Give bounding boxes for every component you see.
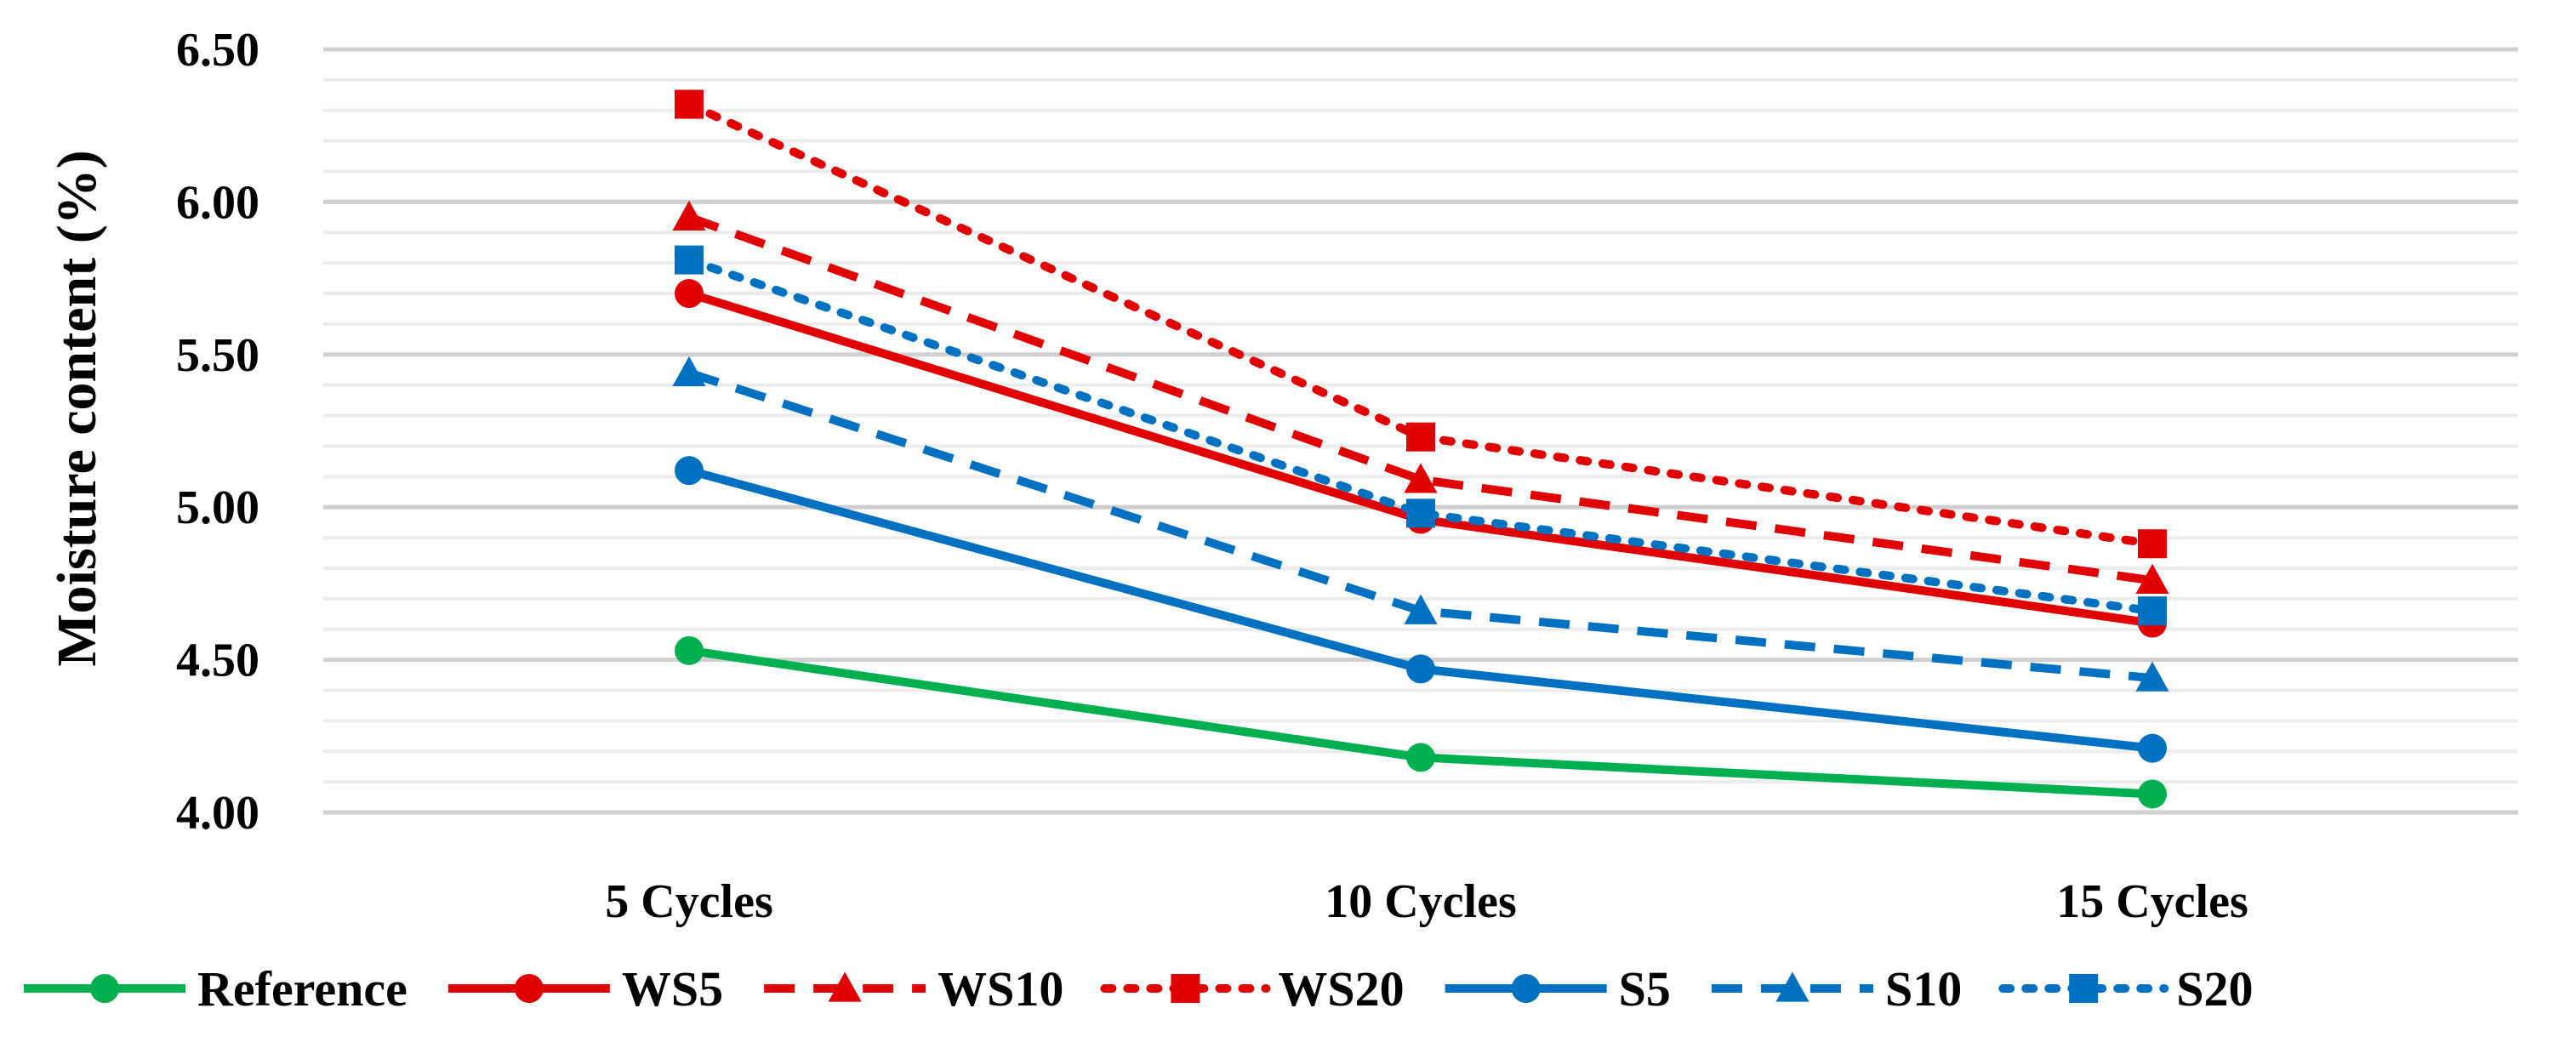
series-lines: [672, 89, 2169, 809]
x-tick-label: 5 Cycles: [605, 875, 773, 928]
legend-marker-reference: [90, 974, 119, 1003]
data-point-s20: [675, 245, 704, 275]
legend-label-reference: Reference: [197, 961, 407, 1017]
legend-label-ws20: WS20: [1278, 961, 1404, 1017]
legend-marker-ws10: [828, 971, 862, 1002]
legend-item-s5: S5: [1445, 961, 1671, 1017]
legend-marker-s10: [1775, 971, 1809, 1002]
y-tick-label: 6.50: [176, 24, 259, 77]
legend-marker-s5: [1511, 974, 1541, 1003]
series-line-ws5: [687, 289, 2153, 628]
legend-item-s20: S20: [1998, 961, 2253, 1017]
series-ws5: [675, 279, 2167, 638]
data-point-reference: [1406, 743, 1435, 772]
legend-label-ws10: WS10: [938, 961, 1063, 1017]
series-line-ws10: [687, 213, 2153, 585]
legend: Reference WS5 WS10 WS20 S5 S10 S20: [24, 961, 2253, 1017]
data-point-reference: [2138, 779, 2167, 809]
data-point-ws20: [1406, 422, 1435, 452]
legend-marker-s20: [2069, 974, 2099, 1003]
data-point-s10: [672, 356, 706, 386]
y-tick-label: 5.00: [176, 481, 259, 534]
y-tick-label: 5.50: [176, 329, 259, 382]
legend-item-s10: S10: [1711, 961, 1962, 1017]
legend-item-ws10: WS10: [764, 961, 1063, 1017]
legend-label-s20: S20: [2176, 961, 2253, 1017]
series-ws10: [672, 200, 2169, 594]
data-point-ws10: [2135, 563, 2169, 594]
y-tick-label: 4.00: [176, 787, 259, 840]
y-axis-ticks: 4.00 4.50 5.00 5.50 6.00 6.50: [176, 24, 259, 840]
data-point-s5: [2138, 733, 2167, 763]
legend-label-s10: S10: [1885, 961, 1962, 1017]
x-axis-ticks: 5 Cycles 10 Cycles 15 Cycles: [605, 875, 2248, 928]
data-point-s20: [2138, 596, 2167, 626]
x-tick-label: 15 Cycles: [2056, 875, 2248, 928]
data-point-s5: [1406, 654, 1435, 684]
x-tick-label: 10 Cycles: [1325, 875, 1517, 928]
data-point-ws20: [675, 89, 704, 119]
series-reference: [675, 635, 2167, 809]
legend-marker-ws5: [514, 974, 544, 1003]
legend-label-s5: S5: [1619, 961, 1671, 1017]
legend-item-reference: Reference: [24, 961, 407, 1017]
series-ws20: [675, 89, 2167, 559]
series-s5: [675, 456, 2167, 763]
data-point-s10: [2135, 661, 2169, 692]
y-tick-label: 4.50: [176, 635, 259, 687]
y-axis-title: Moisture content (%): [46, 150, 108, 666]
y-tick-label: 6.00: [176, 176, 259, 229]
data-point-ws10: [672, 200, 706, 231]
data-point-ws20: [2138, 529, 2167, 559]
legend-marker-ws20: [1171, 974, 1200, 1003]
data-point-reference: [675, 635, 704, 665]
data-point-s5: [675, 456, 704, 486]
legend-item-ws5: WS5: [447, 961, 723, 1017]
series-s10: [672, 356, 2169, 692]
data-point-s10: [1404, 594, 1438, 624]
series-s20: [675, 245, 2167, 626]
legend-item-ws20: WS20: [1100, 961, 1405, 1017]
series-line-s20: [685, 255, 2157, 616]
data-point-s20: [1406, 498, 1435, 528]
legend-label-ws5: WS5: [622, 961, 723, 1017]
data-point-ws10: [1404, 463, 1438, 493]
data-point-ws5: [675, 279, 704, 309]
